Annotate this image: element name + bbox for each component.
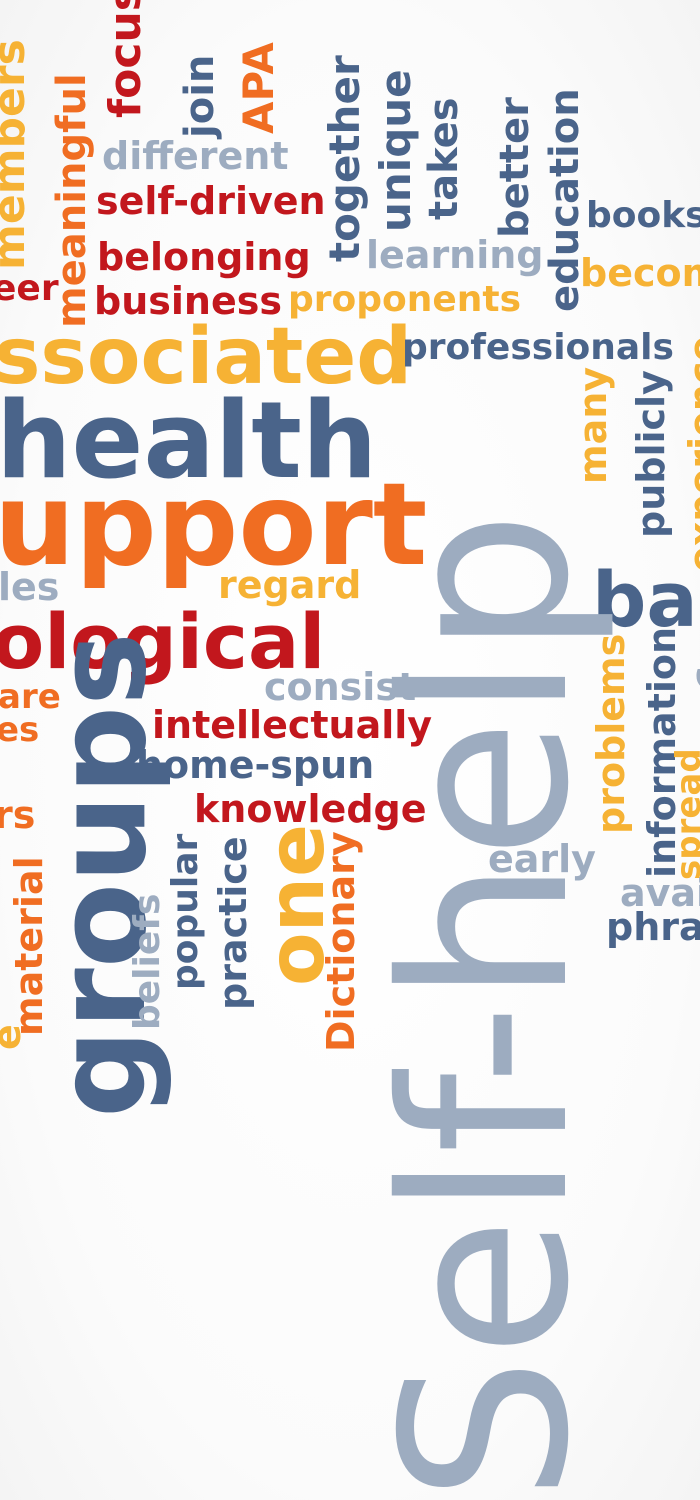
word-self-driven: self-driven [96,179,326,223]
word-business: business [94,279,282,323]
word-better: better [492,97,538,238]
word-intellectually: intellectually [152,703,433,747]
word-becom: becom [580,251,700,295]
word-problems: problems [589,633,633,834]
word-different: different [102,134,289,178]
word-health: health [0,379,378,502]
word-c: c [683,666,700,690]
word-groups: groups [30,632,174,1118]
word-beliefs: beliefs [127,893,168,1030]
word-avai: avai [620,871,700,915]
word-books: books [586,195,700,236]
word-rs: rs [0,793,36,837]
word-support: upport [0,458,428,591]
word-es: es [0,710,40,750]
word-are: are [0,677,61,717]
word-popular: popular [165,833,206,990]
word-dictionary: Dictionary [319,831,363,1052]
word-knowledge: knowledge [194,787,427,831]
word-join: join [177,54,223,138]
word-together: together [320,55,369,262]
word-phra: phra [606,905,700,949]
word-eer: eer [0,268,59,309]
word-apa: APA [234,42,283,134]
word-associated: ssociated [0,312,413,402]
word-many: many [571,366,615,484]
word-unique: unique [371,69,420,232]
word-proponents: proponents [288,279,522,320]
word-material: material [7,856,51,1036]
word-spread: spread [669,748,700,880]
word-focus: focus [100,0,151,118]
word-early: early [488,837,596,881]
word-professionals: professionals [402,327,674,368]
word-les: les [0,565,60,609]
word-home-spun: home-spun [136,743,375,787]
word-ba: ba [592,555,698,644]
word-consist: consist [264,665,417,709]
word-publicly: publicly [629,370,673,538]
word-belonging: belonging [97,235,311,279]
word-education: education [542,88,588,312]
word-practice: practice [211,836,255,1010]
word-regard: regard [218,563,362,607]
word-e: e [0,1024,29,1050]
word-ological: ological [0,597,326,686]
word-learning: learning [366,233,544,277]
word-takes: takes [421,97,467,220]
word-members: members [0,39,35,270]
word-self-help: Self-help [353,510,619,1500]
word-experience: experience [681,335,700,572]
